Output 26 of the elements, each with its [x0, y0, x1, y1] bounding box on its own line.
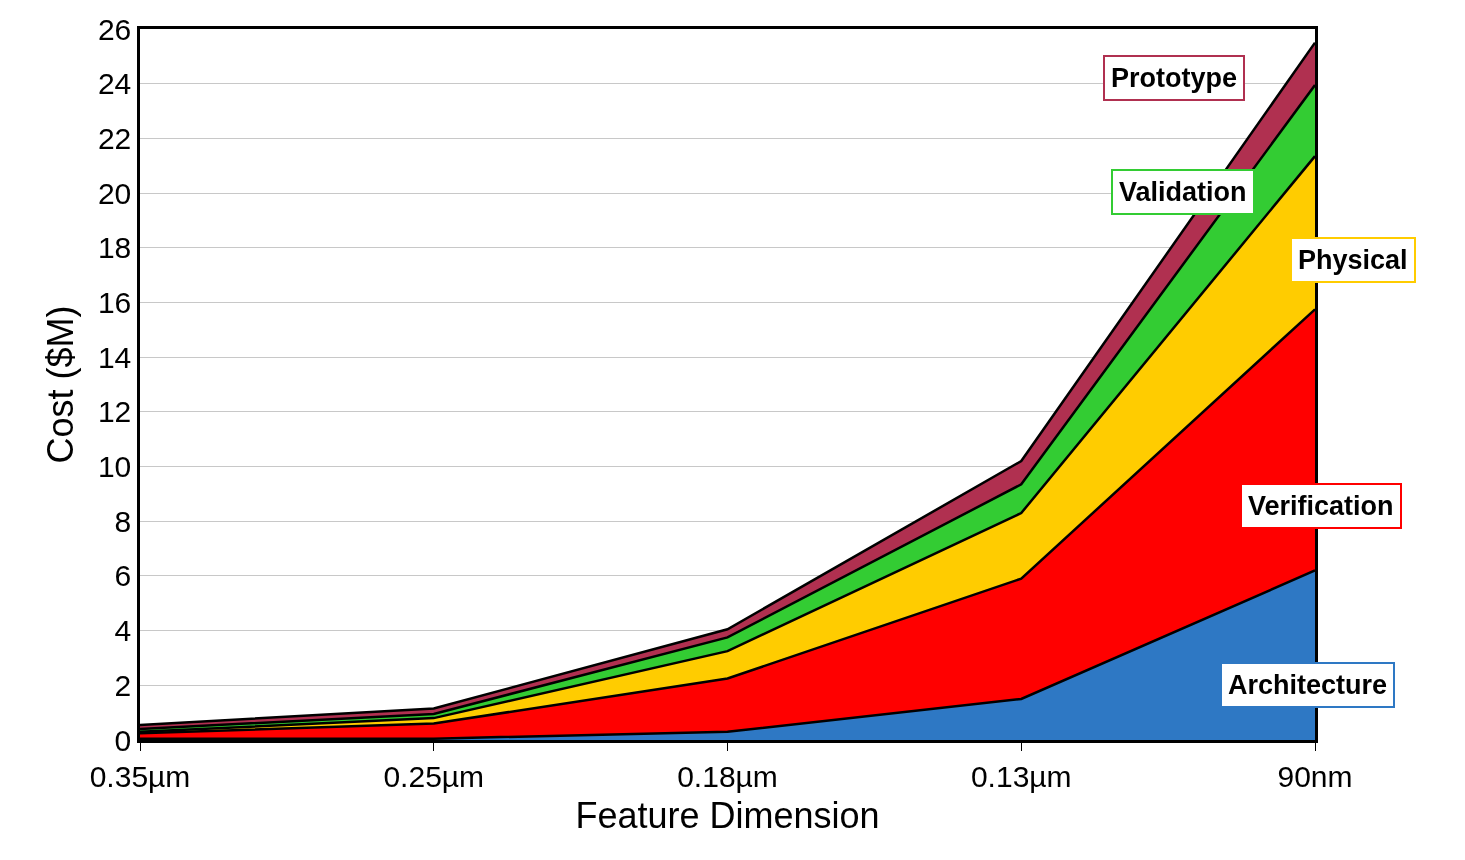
x-tick-label: 0.25µm — [383, 759, 485, 793]
y-tick-label: 4 — [114, 614, 132, 648]
y-axis-title: Cost ($M) — [39, 305, 81, 464]
y-tick-label: 6 — [114, 559, 132, 593]
y-tick-label: 16 — [97, 285, 132, 319]
series-label: Verification — [1248, 491, 1394, 521]
y-tick-label: 20 — [97, 176, 132, 210]
y-tick-label: 18 — [97, 231, 132, 265]
y-tick-label: 14 — [97, 340, 132, 374]
y-tick-label: 26 — [97, 12, 132, 46]
x-tick-label: 90nm — [1277, 759, 1353, 793]
y-tick-label: 10 — [97, 450, 132, 484]
x-tick-label: 0.18µm — [677, 759, 778, 793]
series-label: Prototype — [1111, 63, 1238, 93]
x-axis-title: Feature Dimension — [575, 795, 880, 837]
series-label: Architecture — [1228, 670, 1388, 700]
y-tick-label: 22 — [97, 121, 132, 155]
y-tick-label: 2 — [114, 668, 132, 702]
series-label: Validation — [1119, 177, 1247, 207]
y-tick-label: 12 — [97, 395, 132, 429]
x-tick-label: 0.13µm — [970, 759, 1072, 793]
y-tick-label: 8 — [114, 504, 132, 538]
series-label: Physical — [1298, 245, 1408, 275]
x-tick-label: 0.35µm — [89, 759, 191, 793]
y-tick-label: 24 — [97, 67, 132, 101]
y-tick-label: 0 — [114, 723, 132, 757]
